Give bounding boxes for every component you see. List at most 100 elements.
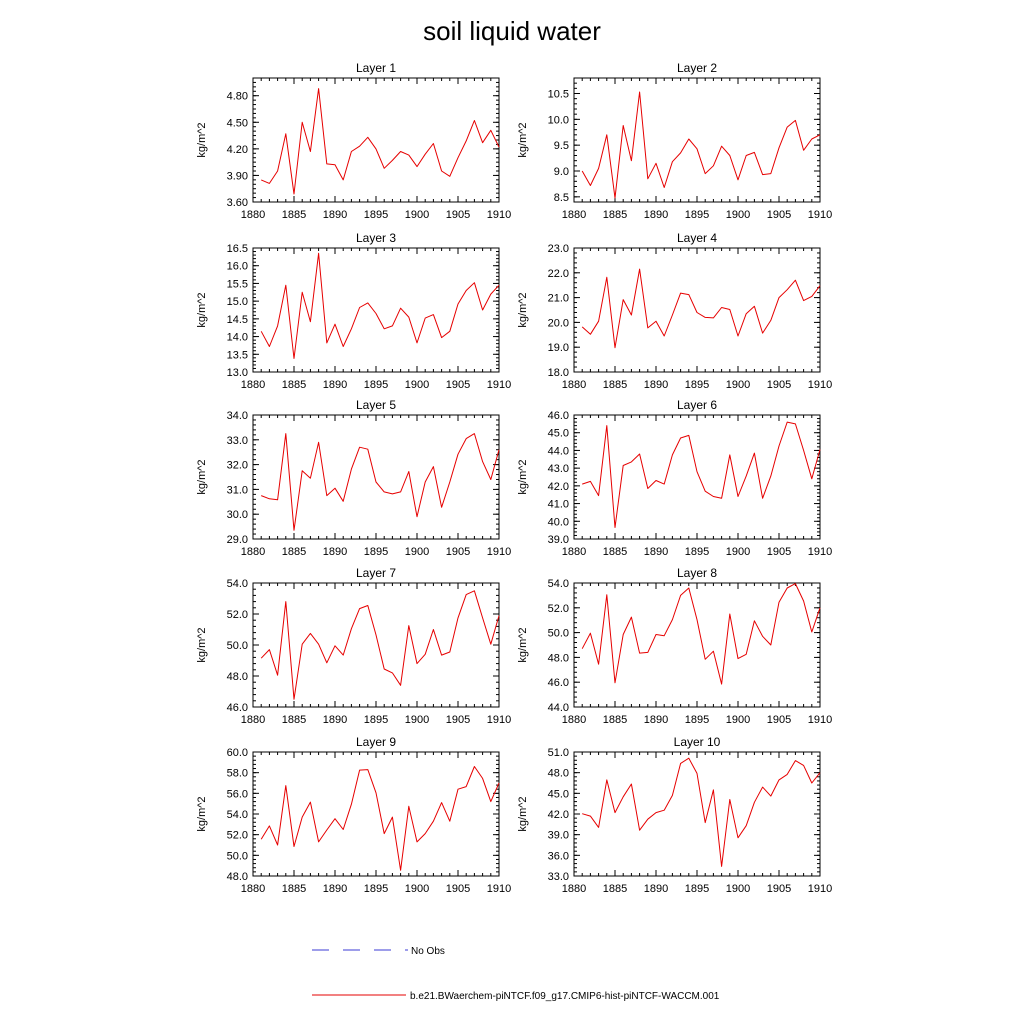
plot-frame [252,247,500,373]
x-tick-label: 1900 [726,546,750,558]
y-tick-label: 43.0 [548,463,569,475]
y-tick-label: 52.0 [227,609,248,621]
axis-ticks [573,582,821,708]
y-tick-label: 15.0 [227,296,248,308]
x-tick-label: 1880 [241,546,265,558]
y-tick-label: 10.5 [548,89,569,101]
axis-ticks [252,77,500,203]
y-axis-label: kg/m^2 [517,796,529,831]
y-axis-label: kg/m^2 [196,122,208,157]
y-tick-label: 54.0 [548,578,569,590]
y-tick-label: 4.80 [227,91,248,103]
legend-model-label: b.e21.BWaerchem-piNTCF.f09_g17.CMIP6-his… [410,991,720,1002]
legend: No Obs b.e21.BWaerchem-piNTCF.f09_g17.CM… [312,946,720,1002]
legend-obs-label: No Obs [411,946,445,957]
x-tick-label: 1910 [487,714,511,726]
y-tick-label: 33.0 [227,435,248,447]
x-tick-label: 1885 [282,546,306,558]
y-tick-label: 41.0 [548,499,569,511]
y-axis-label: kg/m^2 [517,459,529,494]
panel-layer-8: Layer 8 44.0 46.0 48.0 50.0 52.0 54.0 1880 1885 1… [517,566,832,726]
figure-title: soil liquid water [423,16,601,46]
y-axis-label: kg/m^2 [517,122,529,157]
x-tick-label: 1905 [767,209,791,221]
y-tick-label: 21.0 [548,293,569,305]
panel-title: Layer 3 [356,231,396,245]
panel-title: Layer 7 [356,566,396,580]
x-tick-label: 1880 [562,209,586,221]
y-tick-label: 52.0 [548,603,569,615]
x-tick-label: 1905 [446,714,470,726]
panels: Layer 1 3.60 3.90 4.20 4.50 4.80 1880 1885 1890 1… [196,61,832,895]
series-line [260,766,500,871]
x-tick-label: 1890 [323,546,347,558]
x-tick-label: 1890 [323,883,347,895]
y-tick-label: 13.0 [227,367,248,379]
panel-layer-10: Layer 10 33.0 36.0 39.0 42.0 45.0 48.0 51.0 1880… [517,735,832,895]
y-tick-label: 19.0 [548,342,569,354]
plot-frame [573,751,821,877]
y-tick-label: 44.0 [548,702,569,714]
x-tick-label: 1895 [364,546,388,558]
x-tick-label: 1900 [726,379,750,391]
y-tick-label: 4.20 [227,144,248,156]
series-line [582,421,821,528]
panel-title: Layer 1 [356,61,396,75]
x-tick-label: 1890 [323,209,347,221]
x-tick-label: 1880 [562,714,586,726]
x-tick-label: 1880 [241,883,265,895]
y-tick-label: 36.0 [548,850,569,862]
axis-ticks [252,247,500,373]
x-tick-label: 1885 [603,379,627,391]
y-tick-label: 9.5 [554,140,569,152]
axis-ticks [573,247,821,373]
y-tick-label: 50.0 [548,628,569,640]
axis-ticks [252,751,500,877]
x-tick-label: 1890 [644,209,668,221]
y-tick-label: 23.0 [548,243,569,255]
x-tick-label: 1885 [603,883,627,895]
x-tick-label: 1890 [644,379,668,391]
axis-ticks [252,414,500,540]
y-tick-label: 18.0 [548,367,569,379]
y-axis-label: kg/m^2 [517,627,529,662]
y-tick-label: 9.0 [554,166,569,178]
y-tick-label: 45.0 [548,428,569,440]
y-tick-label: 54.0 [227,809,248,821]
y-tick-label: 14.5 [227,314,248,326]
x-tick-label: 1905 [767,714,791,726]
y-tick-label: 51.0 [548,747,569,759]
y-tick-label: 42.0 [548,481,569,493]
y-tick-label: 16.0 [227,261,248,273]
plot-frame [573,582,821,708]
x-tick-label: 1885 [282,209,306,221]
panel-layer-9: Layer 9 48.0 50.0 52.0 54.0 56.0 58.0 60.0 1880 1… [196,735,511,895]
y-tick-label: 15.5 [227,278,248,290]
y-tick-label: 16.5 [227,243,248,255]
x-tick-label: 1890 [323,379,347,391]
x-tick-label: 1895 [364,209,388,221]
x-tick-label: 1880 [562,379,586,391]
x-tick-label: 1890 [644,714,668,726]
y-axis-label: kg/m^2 [517,292,529,327]
x-tick-label: 1900 [405,209,429,221]
y-tick-label: 39.0 [548,534,569,546]
y-tick-label: 29.0 [227,534,248,546]
axis-ticks [573,751,821,877]
y-tick-label: 54.0 [227,578,248,590]
y-tick-label: 39.0 [548,830,569,842]
panel-title: Layer 6 [677,398,717,412]
y-tick-label: 48.0 [227,871,248,883]
y-tick-label: 50.0 [227,850,248,862]
x-tick-label: 1905 [446,379,470,391]
panel-title: Layer 5 [356,398,396,412]
x-tick-label: 1905 [767,883,791,895]
x-tick-label: 1910 [487,379,511,391]
x-tick-label: 1890 [644,883,668,895]
x-tick-label: 1885 [282,714,306,726]
x-tick-label: 1885 [603,714,627,726]
series-line [581,268,821,349]
x-tick-label: 1880 [562,883,586,895]
y-tick-label: 4.50 [227,117,248,129]
